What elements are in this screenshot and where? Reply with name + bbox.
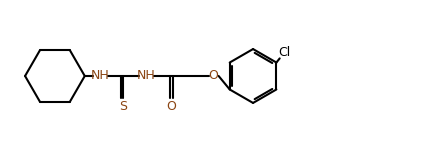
Text: Cl: Cl <box>278 47 291 59</box>
Text: O: O <box>166 100 176 113</box>
Text: NH: NH <box>91 69 110 83</box>
Text: O: O <box>209 69 219 83</box>
Text: NH: NH <box>137 69 155 83</box>
Text: S: S <box>119 100 127 113</box>
